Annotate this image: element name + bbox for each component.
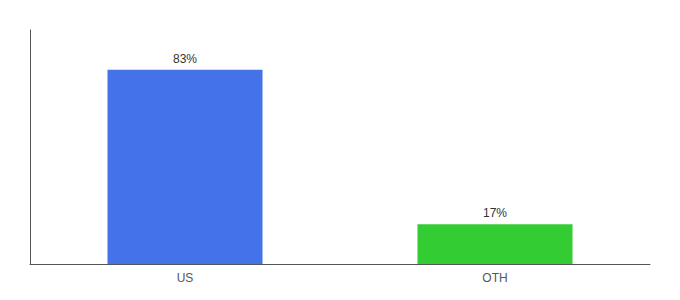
svg-text:17%: 17% <box>483 206 507 220</box>
svg-text:OTH: OTH <box>482 271 507 285</box>
svg-text:US: US <box>177 271 194 285</box>
svg-text:83%: 83% <box>173 52 197 66</box>
